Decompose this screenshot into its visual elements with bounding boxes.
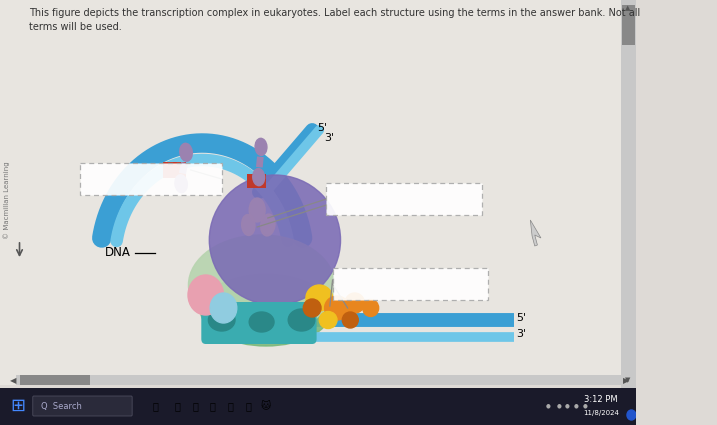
Text: ◀: ◀ — [10, 377, 16, 385]
Ellipse shape — [255, 138, 267, 156]
Text: ●: ● — [565, 403, 570, 408]
Text: 3': 3' — [325, 133, 335, 143]
Text: DNA: DNA — [105, 246, 131, 260]
Ellipse shape — [306, 285, 333, 311]
Circle shape — [210, 293, 237, 323]
Ellipse shape — [303, 299, 321, 317]
Text: 🐱: 🐱 — [261, 401, 271, 411]
Text: 🌀: 🌀 — [227, 401, 234, 411]
Text: ●: ● — [556, 403, 561, 408]
Ellipse shape — [250, 198, 265, 222]
FancyBboxPatch shape — [326, 183, 482, 215]
Text: 🖥: 🖥 — [245, 401, 251, 411]
FancyBboxPatch shape — [80, 163, 222, 195]
Ellipse shape — [345, 293, 364, 313]
Text: ●: ● — [574, 403, 579, 408]
FancyBboxPatch shape — [0, 388, 636, 425]
Text: ⊞: ⊞ — [10, 397, 25, 415]
Polygon shape — [531, 220, 541, 246]
Text: 5': 5' — [318, 123, 328, 133]
Circle shape — [188, 275, 224, 315]
Ellipse shape — [363, 300, 379, 317]
Ellipse shape — [319, 312, 337, 329]
Text: Q  Search: Q Search — [41, 402, 82, 411]
Text: © Macmillan Learning: © Macmillan Learning — [4, 161, 11, 239]
Ellipse shape — [288, 309, 315, 331]
FancyBboxPatch shape — [621, 0, 636, 388]
Text: 📋: 📋 — [174, 401, 180, 411]
FancyBboxPatch shape — [33, 396, 132, 416]
Text: 📊: 📊 — [152, 401, 158, 411]
Text: 5': 5' — [516, 313, 526, 323]
FancyBboxPatch shape — [247, 174, 266, 188]
FancyBboxPatch shape — [163, 162, 186, 178]
Ellipse shape — [209, 309, 235, 331]
Text: This figure depicts the transcription complex in eukaryotes. Label each structur: This figure depicts the transcription co… — [29, 8, 640, 32]
Text: ▲: ▲ — [625, 5, 630, 11]
Ellipse shape — [242, 215, 255, 235]
FancyBboxPatch shape — [201, 302, 317, 344]
FancyBboxPatch shape — [0, 0, 636, 385]
Text: ▶: ▶ — [623, 377, 630, 385]
FancyBboxPatch shape — [19, 375, 90, 385]
Ellipse shape — [325, 296, 349, 320]
Ellipse shape — [180, 143, 192, 161]
FancyBboxPatch shape — [16, 375, 621, 385]
Text: 📁: 📁 — [210, 401, 216, 411]
Ellipse shape — [250, 312, 274, 332]
Text: ▼: ▼ — [625, 377, 630, 383]
Ellipse shape — [201, 274, 332, 346]
Ellipse shape — [253, 169, 265, 186]
Text: 3:12 PM: 3:12 PM — [584, 396, 618, 405]
Text: 3': 3' — [516, 329, 526, 339]
Ellipse shape — [209, 175, 341, 305]
Text: 🌐: 🌐 — [192, 401, 198, 411]
FancyBboxPatch shape — [622, 5, 635, 45]
Text: 11/8/2024: 11/8/2024 — [584, 410, 619, 416]
Ellipse shape — [342, 312, 358, 328]
FancyBboxPatch shape — [333, 268, 488, 300]
Ellipse shape — [261, 214, 275, 236]
Text: ●: ● — [546, 403, 551, 408]
Ellipse shape — [189, 235, 335, 335]
Ellipse shape — [175, 175, 187, 193]
Text: ●: ● — [583, 403, 588, 408]
Circle shape — [627, 410, 636, 420]
